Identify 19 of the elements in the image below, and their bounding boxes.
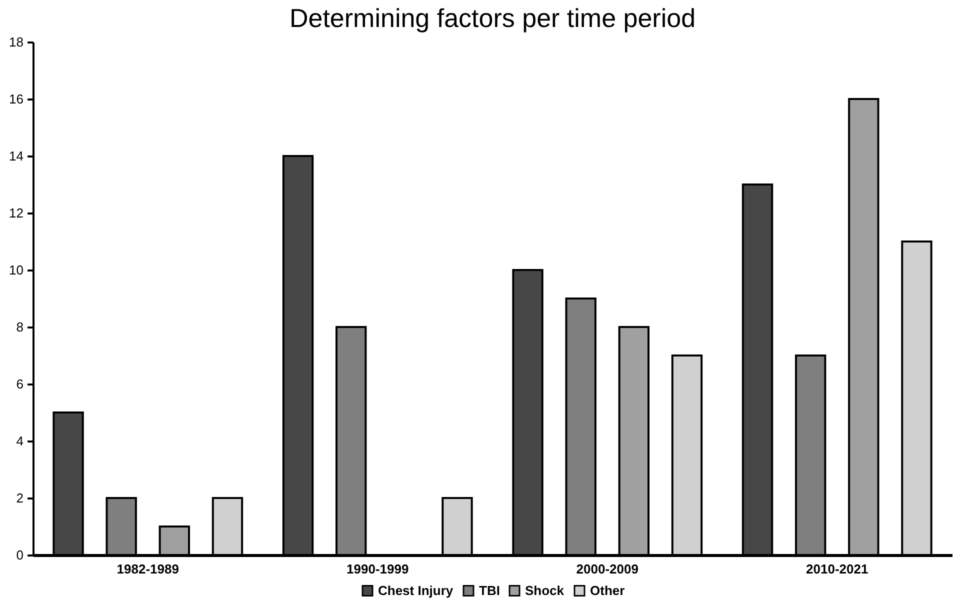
y-tick-label: 12 xyxy=(9,206,24,220)
x-tick-label: 1990-1999 xyxy=(346,562,409,576)
y-tick-label: 10 xyxy=(9,262,24,278)
y-tick-label: 6 xyxy=(16,376,24,392)
chart-title: Determining factors per time period xyxy=(289,3,696,33)
y-tick-label: 8 xyxy=(16,320,24,334)
y-tick-label: 18 xyxy=(9,34,24,50)
legend-label: Chest Injury xyxy=(378,582,454,598)
x-tick-label: 2010-2021 xyxy=(806,562,868,576)
y-tick-label: 2 xyxy=(16,490,24,506)
legend-label: TBI xyxy=(479,582,500,598)
y-tick-label: 4 xyxy=(16,434,24,448)
y-tick-label: 14 xyxy=(9,148,24,164)
legend-label: Shock xyxy=(525,582,565,598)
x-tick-label: 1982-1989 xyxy=(116,562,179,576)
y-tick-label: 0 xyxy=(16,548,24,562)
y-tick-label: 16 xyxy=(9,92,24,106)
legend-label: Other xyxy=(590,582,625,598)
x-tick-label: 2000-2009 xyxy=(576,562,638,576)
